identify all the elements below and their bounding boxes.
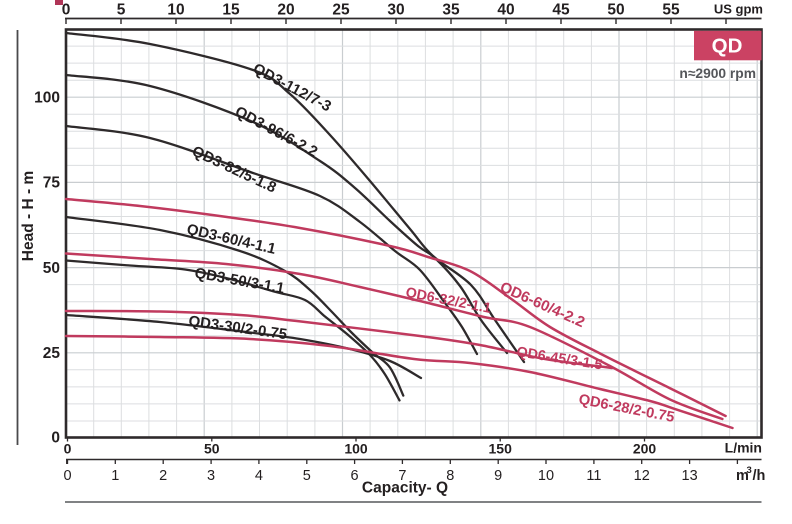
- svg-text:12: 12: [634, 468, 650, 484]
- svg-text:35: 35: [442, 2, 460, 19]
- svg-text:10: 10: [538, 468, 554, 484]
- svg-text:/h: /h: [753, 468, 766, 484]
- svg-text:3: 3: [207, 468, 215, 484]
- svg-text:9: 9: [494, 468, 502, 484]
- svg-text:Head - H - m: Head - H - m: [20, 171, 37, 261]
- svg-text:45: 45: [552, 2, 570, 19]
- svg-text:30: 30: [387, 2, 404, 19]
- svg-text:m: m: [736, 468, 749, 484]
- svg-text:100: 100: [34, 89, 60, 106]
- svg-text:7: 7: [398, 468, 406, 484]
- svg-text:15: 15: [222, 2, 240, 19]
- svg-text:6: 6: [351, 468, 359, 484]
- svg-text:QD: QD: [712, 35, 743, 58]
- svg-text:2: 2: [159, 468, 167, 484]
- svg-text:n≈2900 rpm: n≈2900 rpm: [679, 66, 756, 81]
- svg-text:Capacity- Q: Capacity- Q: [362, 480, 448, 497]
- svg-text:55: 55: [662, 2, 680, 19]
- svg-text:50: 50: [43, 260, 60, 277]
- svg-text:5: 5: [117, 2, 126, 19]
- svg-text:5: 5: [303, 468, 311, 484]
- svg-text:150: 150: [489, 441, 513, 457]
- svg-text:0: 0: [51, 430, 60, 447]
- svg-text:1: 1: [111, 468, 119, 484]
- svg-text:50: 50: [204, 441, 220, 457]
- svg-text:0: 0: [62, 2, 71, 19]
- svg-text:0: 0: [63, 468, 71, 484]
- svg-text:75: 75: [43, 175, 61, 192]
- svg-text:4: 4: [255, 468, 263, 484]
- svg-text:25: 25: [332, 2, 350, 19]
- svg-text:25: 25: [43, 345, 61, 362]
- svg-text:0: 0: [64, 441, 72, 457]
- svg-text:13: 13: [682, 468, 698, 484]
- svg-text:3: 3: [747, 465, 752, 476]
- svg-text:L/min: L/min: [725, 440, 762, 456]
- svg-text:20: 20: [277, 2, 294, 19]
- svg-text:200: 200: [633, 441, 657, 457]
- svg-text:US gpm: US gpm: [714, 2, 763, 17]
- svg-text:11: 11: [586, 468, 601, 484]
- svg-text:100: 100: [344, 441, 368, 457]
- svg-text:50: 50: [607, 2, 624, 19]
- svg-text:8: 8: [446, 468, 454, 484]
- svg-text:10: 10: [167, 2, 184, 19]
- svg-text:40: 40: [497, 2, 514, 19]
